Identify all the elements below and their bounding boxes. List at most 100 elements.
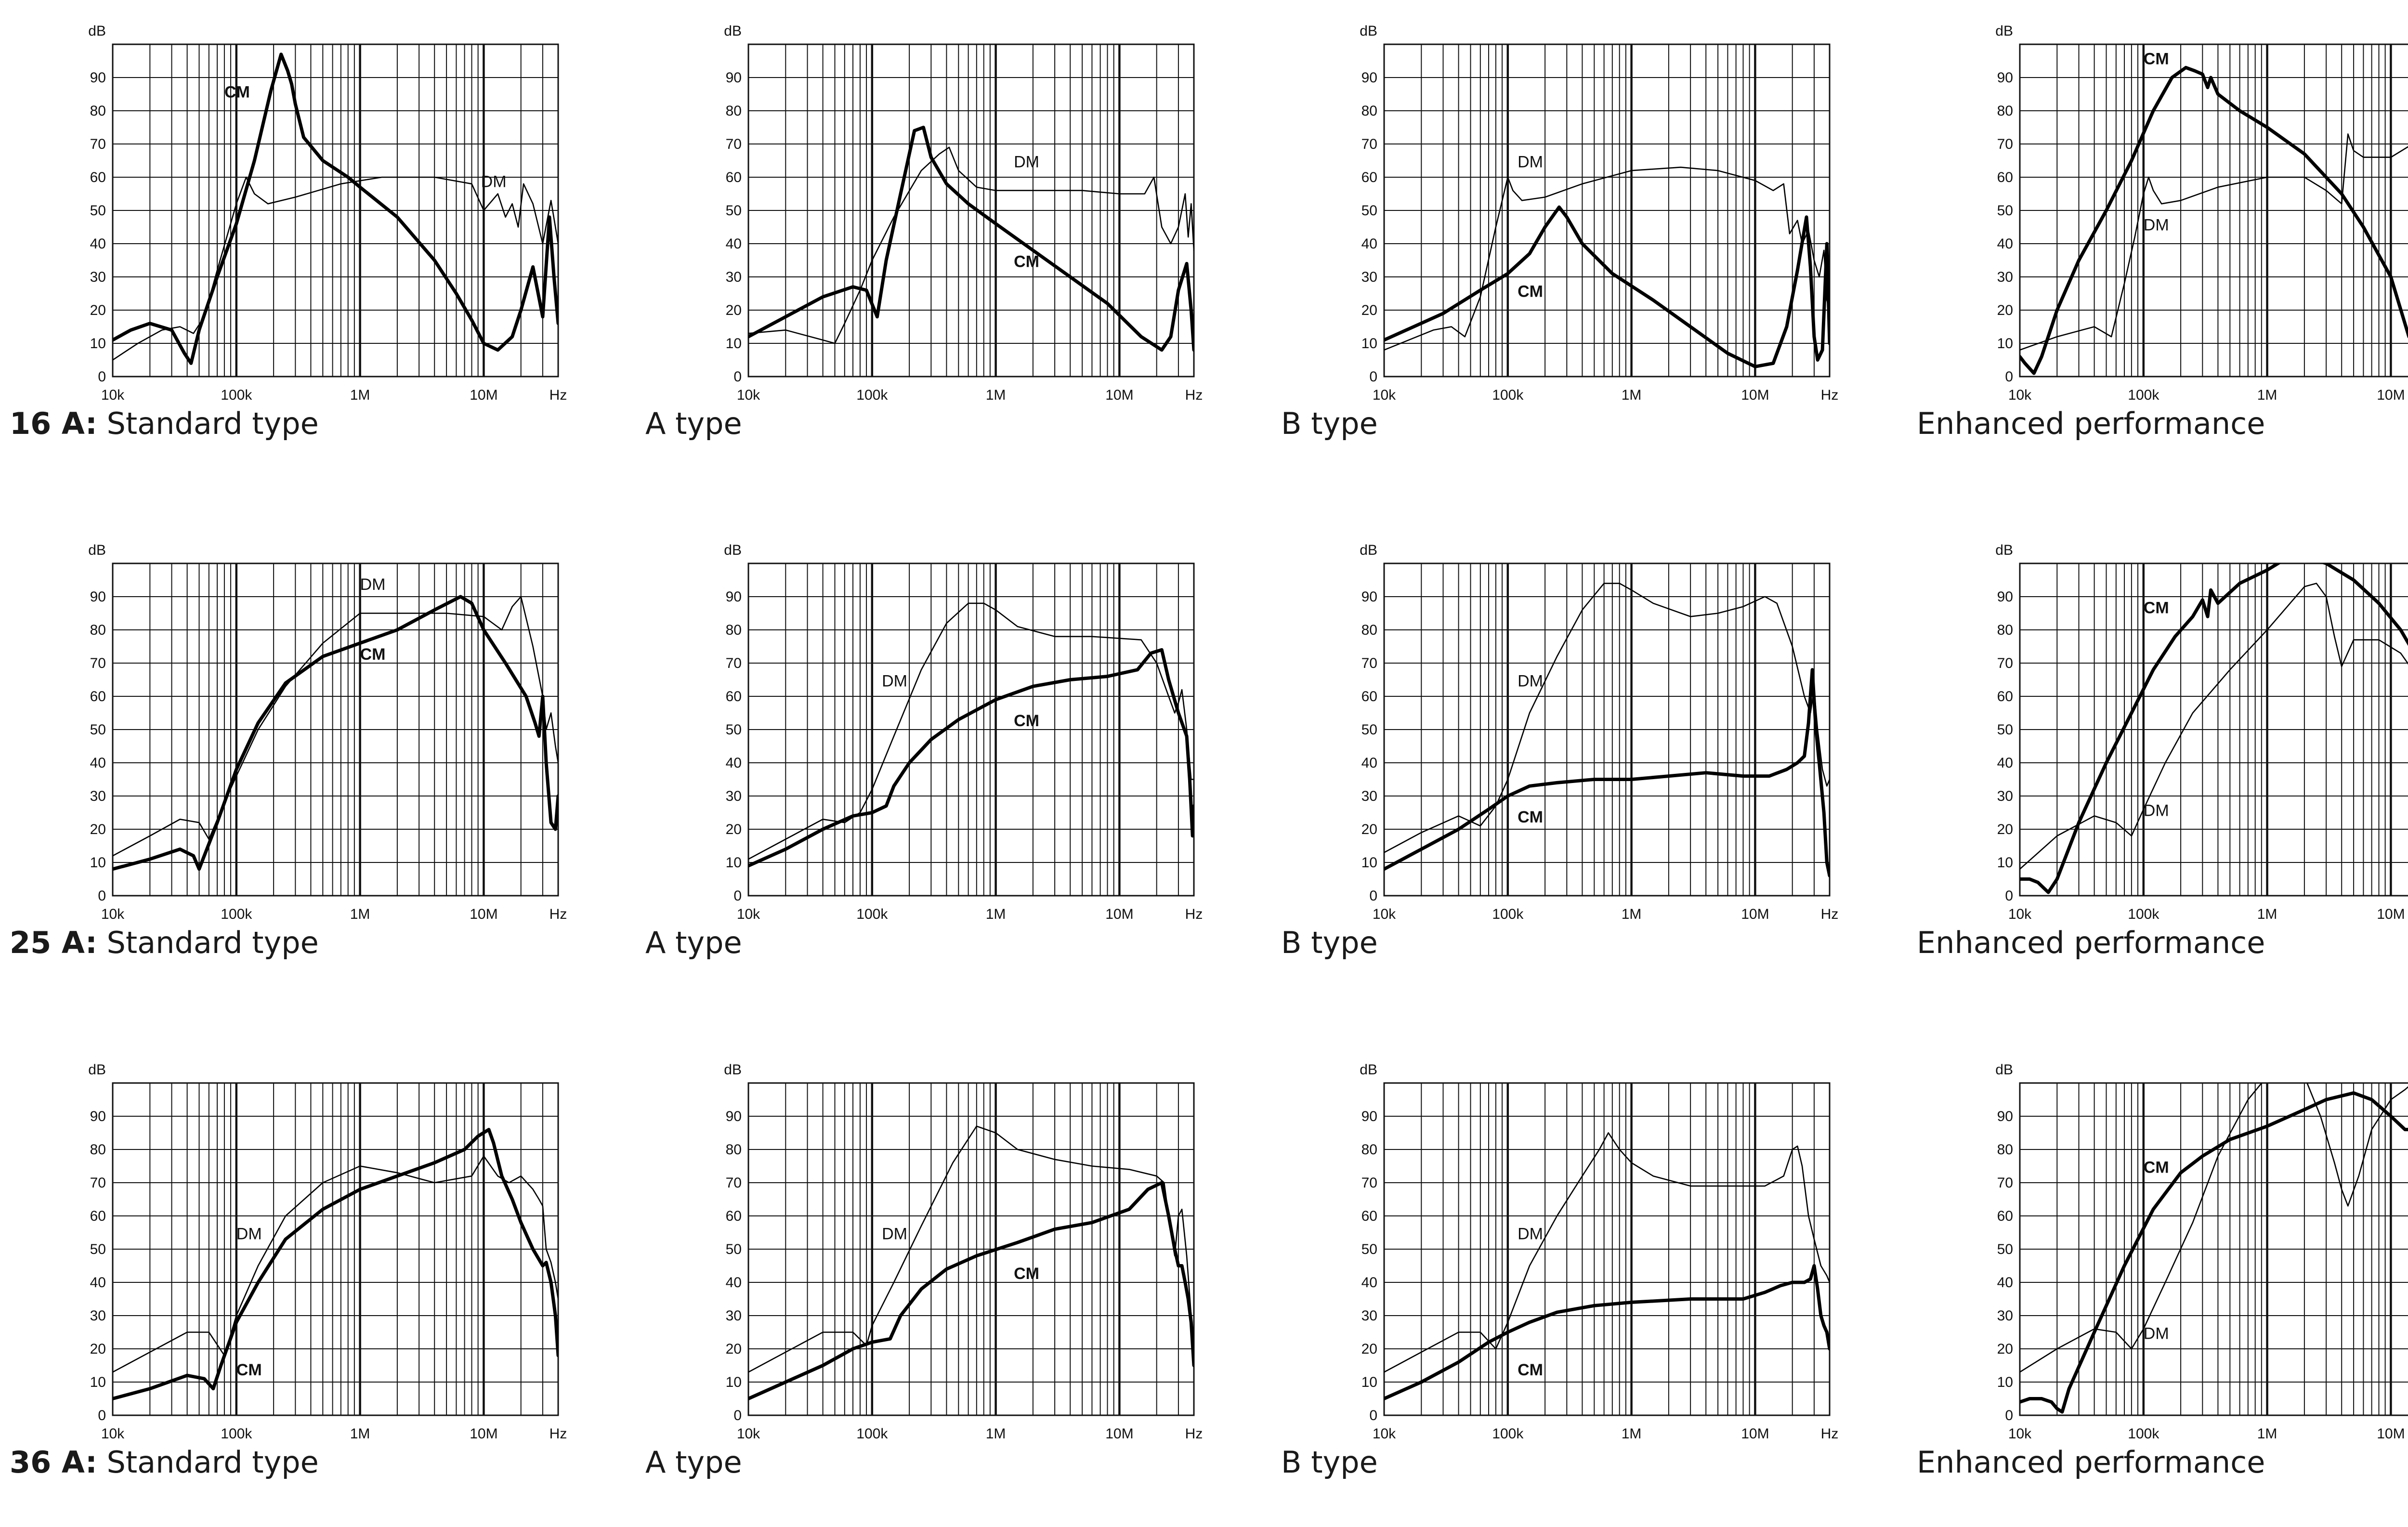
y-axis-label: dB: [1995, 23, 2013, 39]
x-tick-label: 1M: [1622, 1426, 1642, 1442]
x-tick-label: 1M: [2257, 1426, 2277, 1442]
x-tick-label: 1M: [986, 387, 1006, 403]
y-tick-label: 0: [98, 369, 106, 385]
y-tick-label: 70: [1997, 1175, 2013, 1191]
panel-caption: 25 A: Standard type: [10, 925, 319, 960]
y-axis-label: dB: [1360, 23, 1377, 39]
x-tick-label: 10M: [1741, 906, 1769, 922]
y-tick-label: 80: [726, 103, 742, 119]
series-annotation-cm: CM: [236, 1361, 262, 1379]
panel-caption-type: Enhanced performance: [1917, 1445, 2265, 1480]
panel-caption: B type: [1281, 925, 1378, 960]
series-annotation-cm: CM: [1518, 808, 1543, 826]
panel-caption-type: B type: [1281, 1445, 1378, 1480]
x-tick-label: 100k: [221, 906, 252, 922]
y-tick-label: 50: [1997, 203, 2013, 219]
series-annotation-dm: DM: [2144, 216, 2169, 234]
y-tick-label: 20: [90, 302, 106, 318]
y-tick-label: 90: [1361, 70, 1377, 86]
x-tick-label: 10k: [1373, 1426, 1396, 1442]
x-tick-label: 100k: [221, 387, 252, 403]
y-tick-label: 50: [726, 203, 742, 219]
x-tick-label: 10M: [1741, 1426, 1769, 1442]
x-axis-label: Hz: [550, 906, 567, 922]
chart-panel: 0 10 20 30 40 50 60 70 80 90 dB 10k 100k 1M 10M Hz DM CM A…: [641, 1039, 1247, 1520]
plot-frame: [1383, 43, 1831, 378]
series-annotation-cm: CM: [2144, 1158, 2169, 1176]
y-tick-label: 30: [1361, 1308, 1377, 1324]
x-tick-label: 1M: [350, 387, 370, 403]
y-tick-label: 0: [733, 888, 742, 904]
y-tick-label: 80: [90, 1142, 106, 1158]
x-axis-label: Hz: [1185, 1426, 1203, 1442]
x-tick-label: 10k: [101, 387, 125, 403]
x-tick-label: 1M: [350, 906, 370, 922]
y-tick-label: 90: [726, 70, 742, 86]
series-annotation-cm: CM: [1518, 282, 1543, 300]
y-axis-label: dB: [88, 1062, 106, 1078]
x-tick-label: 1M: [2257, 387, 2277, 403]
chart-panel: 0 10 20 30 40 50 60 70 80 90 dB 10k 100k 1M 10M Hz DM CM 3…: [5, 1039, 612, 1520]
y-tick-label: 40: [1361, 236, 1377, 252]
y-tick-label: 10: [90, 855, 106, 871]
y-tick-label: 0: [733, 369, 742, 385]
x-tick-label: 10M: [1105, 1426, 1133, 1442]
plot-frame: [747, 1082, 1195, 1416]
series-annotation-cm: CM: [1014, 712, 1039, 730]
series-line-cm: [748, 1181, 1194, 1400]
x-tick-label: 10M: [470, 906, 497, 922]
y-tick-label: 30: [90, 269, 106, 285]
panel-caption: B type: [1281, 406, 1378, 441]
y-tick-label: 20: [1361, 1341, 1377, 1357]
x-tick-label: 100k: [221, 1426, 252, 1442]
x-tick-label: 10k: [2008, 387, 2032, 403]
y-tick-label: 20: [1997, 822, 2013, 837]
series-line-dm: [1384, 1132, 1830, 1373]
x-tick-label: 10M: [1105, 906, 1133, 922]
series-line-cm: [1384, 205, 1830, 368]
plot-frame: [1383, 1082, 1831, 1416]
y-tick-label: 70: [726, 655, 742, 671]
y-tick-label: 10: [726, 336, 742, 352]
series-line-dm: [2020, 583, 2408, 870]
series-line-dm: [748, 1125, 1194, 1373]
panel-caption-current-rating: 16 A:: [10, 406, 97, 441]
x-tick-label: 10M: [1105, 387, 1133, 403]
y-tick-label: 30: [1997, 788, 2013, 804]
x-tick-label: 100k: [2128, 387, 2159, 403]
y-tick-label: 0: [2005, 888, 2013, 904]
y-tick-label: 10: [90, 1374, 106, 1390]
series-line-dm: [748, 602, 1194, 860]
chart-svg: 0 10 20 30 40 50 60 70 80 90 dB 10k 100k 1M 10M Hz DM CM: [1360, 23, 1839, 403]
y-tick-label: 90: [1361, 589, 1377, 605]
series-line-cm: [113, 1128, 558, 1400]
y-tick-label: 60: [1997, 689, 2013, 705]
y-tick-label: 90: [90, 70, 106, 86]
panel-caption-type: Enhanced performance: [1917, 406, 2265, 441]
y-tick-label: 10: [1997, 855, 2013, 871]
chart-panel: 0102030405060708090dB10k100k1M10MHzCMDME…: [1912, 1039, 2408, 1520]
y-tick-label: 20: [1361, 822, 1377, 837]
y-tick-label: 90: [1997, 1109, 2013, 1124]
y-tick-label: 60: [1997, 1208, 2013, 1224]
y-tick-label: 40: [90, 236, 106, 252]
y-tick-label: 40: [1361, 1275, 1377, 1291]
x-tick-label: 10M: [2377, 1426, 2405, 1442]
y-tick-label: 80: [726, 622, 742, 638]
series-line-cm: [748, 648, 1194, 868]
series-annotation-dm: DM: [1518, 153, 1543, 171]
series-line-cm: [2020, 65, 2408, 375]
y-tick-label: 50: [1361, 722, 1377, 738]
y-tick-label: 10: [90, 336, 106, 352]
y-tick-label: 40: [1997, 755, 2013, 771]
panel-caption: A type: [645, 1445, 742, 1480]
panel-caption-type: Standard type: [97, 925, 319, 960]
y-tick-label: 60: [726, 170, 742, 185]
x-tick-label: 10k: [2008, 906, 2032, 922]
y-tick-label: 50: [726, 1241, 742, 1257]
y-tick-label: 10: [1997, 1374, 2013, 1390]
y-tick-label: 20: [90, 822, 106, 837]
series-line-cm: [113, 52, 558, 365]
x-axis-label: Hz: [1821, 387, 1839, 403]
